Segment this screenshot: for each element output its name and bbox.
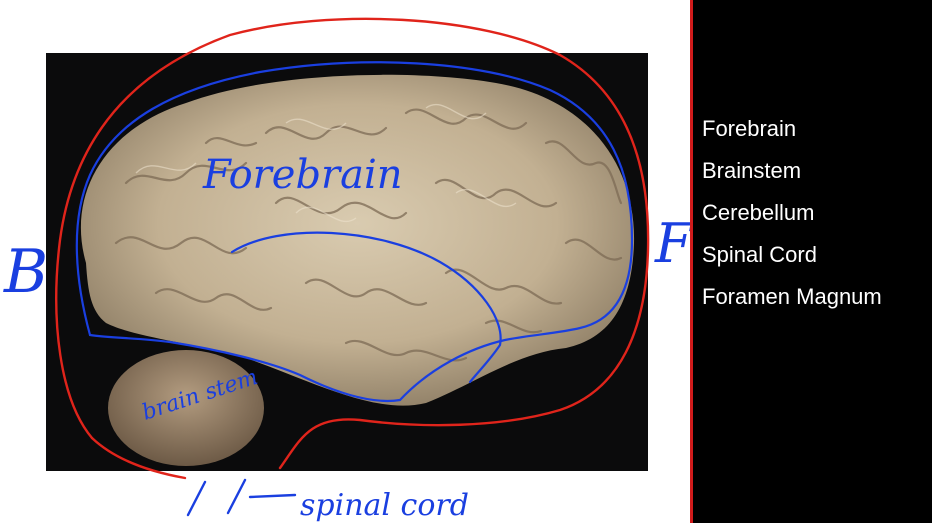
spinal-cord-mark-2 — [226, 478, 247, 515]
term-brainstem: Brainstem — [702, 158, 802, 183]
term-spinal-cord: Spinal Cord — [702, 242, 817, 267]
spinal-cord-dash — [248, 493, 297, 499]
slide-canvas: Forebrain brain stem spinal cord B F — [3, 17, 690, 523]
term-forebrain: Forebrain — [702, 116, 797, 141]
brain-illustration — [46, 53, 648, 471]
panel-divider — [690, 0, 693, 523]
label-left-letter: B — [3, 237, 48, 307]
brain-photo — [46, 53, 648, 471]
label-right-letter: F — [654, 212, 690, 275]
side-panel — [693, 0, 932, 523]
label-spinal-cord: spinal cord — [300, 488, 469, 523]
term-cerebellum: Cerebellum — [702, 200, 815, 225]
term-foramen-magnum: Foramen Magnum — [702, 284, 882, 309]
term-list: Forebrain Brainstem Cerebellum Spinal Co… — [702, 108, 882, 318]
spinal-cord-mark-1 — [186, 480, 207, 517]
